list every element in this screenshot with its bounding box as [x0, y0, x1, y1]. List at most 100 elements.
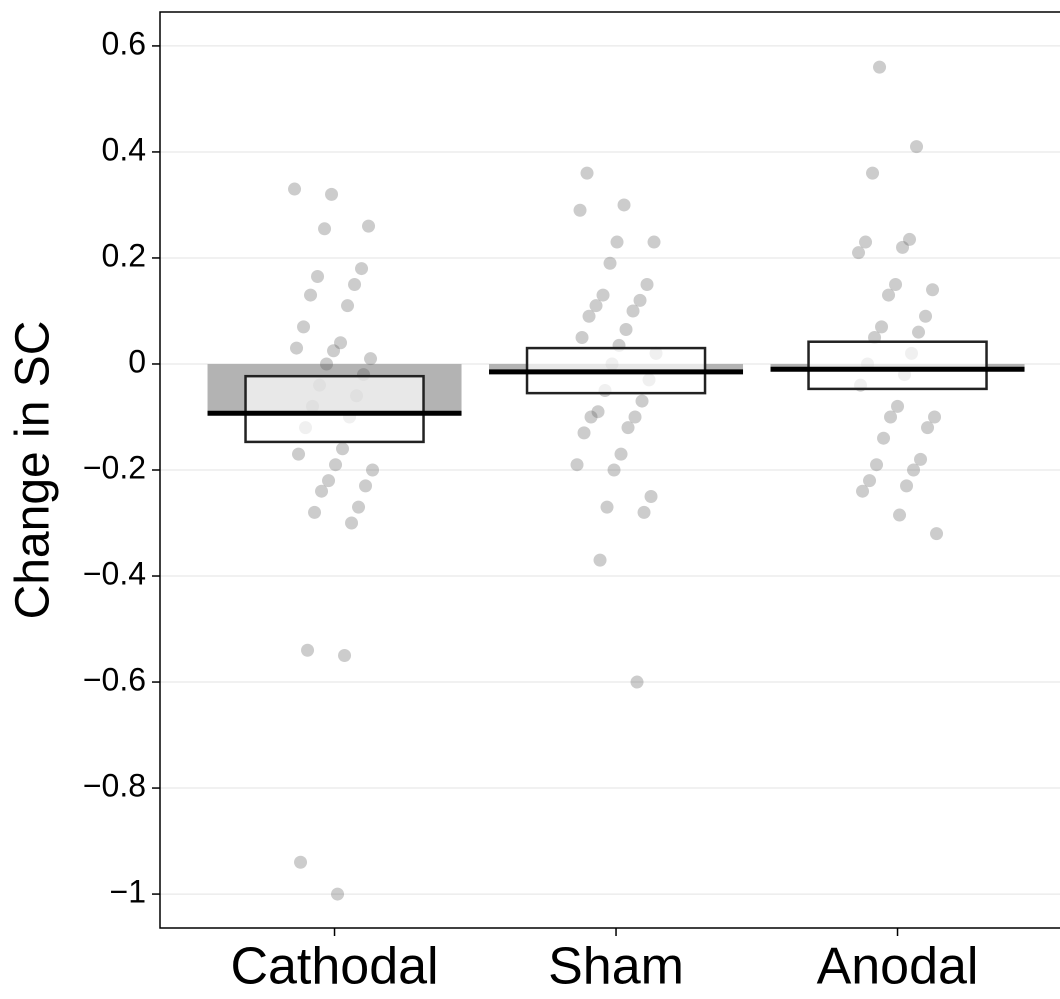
- data-point: [288, 182, 302, 196]
- data-point: [640, 277, 654, 291]
- data-point: [331, 887, 345, 901]
- data-point: [930, 527, 944, 541]
- y-axis-label: Change in SC: [7, 321, 60, 620]
- y-tick-label: −1: [110, 874, 146, 910]
- y-tick-label: −0.6: [83, 661, 146, 697]
- data-point: [591, 405, 605, 419]
- data-point: [364, 352, 378, 366]
- data-point: [866, 166, 880, 180]
- plot-frame: [159, 11, 1060, 929]
- data-point: [318, 222, 332, 236]
- data-point: [292, 447, 306, 461]
- x-tick-label: Sham: [548, 938, 684, 994]
- data-point: [891, 399, 905, 413]
- data-point: [614, 447, 628, 461]
- x-tick-label: Anodal: [817, 938, 979, 994]
- data-point: [352, 500, 366, 514]
- data-point: [896, 240, 910, 254]
- data-point: [863, 474, 877, 488]
- data-point: [926, 283, 940, 297]
- data-point: [301, 643, 315, 657]
- data-point: [308, 505, 322, 519]
- data-point: [914, 452, 928, 466]
- data-point: [341, 299, 355, 313]
- data-point: [575, 330, 589, 344]
- data-point: [573, 203, 587, 217]
- data-point: [644, 490, 658, 504]
- data-point: [607, 463, 621, 477]
- y-tick-label: −0.4: [83, 555, 146, 591]
- y-tick-label: −0.8: [83, 768, 146, 804]
- y-tick-label: 0.2: [102, 237, 146, 273]
- data-point: [589, 299, 603, 313]
- data-point: [290, 341, 304, 355]
- data-point: [617, 198, 631, 212]
- data-point: [584, 410, 598, 424]
- data-point: [621, 421, 635, 435]
- data-point: [856, 484, 870, 498]
- interval-box: [244, 374, 425, 444]
- data-point: [637, 505, 651, 519]
- interval-box: [807, 340, 988, 391]
- data-point: [633, 293, 647, 307]
- data-point: [304, 288, 318, 302]
- data-point: [626, 304, 640, 318]
- y-tick-label: 0.4: [102, 131, 146, 167]
- data-point: [610, 235, 624, 249]
- data-point: [311, 270, 325, 284]
- data-point: [362, 219, 376, 233]
- data-point: [907, 463, 921, 477]
- data-point: [889, 277, 903, 291]
- data-point: [327, 344, 341, 358]
- data-point: [928, 410, 942, 424]
- data-point: [570, 458, 584, 472]
- data-point: [322, 474, 336, 488]
- data-point: [315, 484, 329, 498]
- data-point: [294, 855, 308, 869]
- data-point: [329, 458, 343, 472]
- data-point: [921, 421, 935, 435]
- y-tick-label: −0.2: [83, 449, 146, 485]
- x-tick-label: Cathodal: [230, 938, 438, 994]
- data-point: [320, 357, 334, 371]
- data-point: [596, 288, 610, 302]
- data-point: [348, 277, 362, 291]
- data-point: [910, 140, 924, 154]
- data-point: [582, 309, 596, 323]
- data-point: [345, 516, 359, 530]
- data-point: [903, 232, 917, 246]
- data-point: [893, 508, 907, 522]
- data-point: [593, 553, 607, 567]
- data-point: [334, 336, 348, 350]
- data-point: [877, 431, 891, 445]
- data-point: [603, 256, 617, 270]
- data-point: [336, 442, 350, 456]
- data-point: [628, 410, 642, 424]
- data-point: [325, 187, 339, 201]
- data-point: [919, 309, 933, 323]
- data-point: [580, 166, 594, 180]
- data-point: [884, 410, 898, 424]
- data-point: [359, 479, 373, 493]
- data-point: [366, 463, 380, 477]
- data-point: [355, 262, 369, 276]
- data-point: [873, 60, 887, 74]
- data-point: [882, 288, 896, 302]
- data-point: [338, 649, 352, 663]
- data-point: [600, 500, 614, 514]
- data-point: [912, 325, 926, 339]
- data-point: [875, 320, 889, 334]
- data-point: [630, 675, 644, 689]
- data-point: [635, 394, 649, 408]
- data-point: [870, 458, 884, 472]
- data-point: [852, 246, 866, 260]
- y-tick-label: 0: [128, 343, 146, 379]
- data-point: [619, 323, 633, 337]
- data-point: [900, 479, 914, 493]
- data-point: [577, 426, 591, 440]
- data-point: [859, 235, 873, 249]
- data-point: [647, 235, 661, 249]
- y-tick-label: 0.6: [102, 25, 146, 61]
